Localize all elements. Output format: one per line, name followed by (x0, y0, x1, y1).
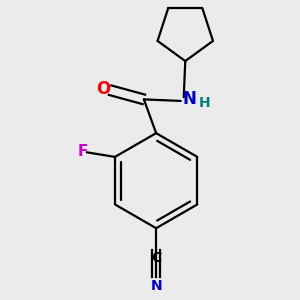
Text: N: N (150, 279, 162, 293)
Text: F: F (78, 144, 88, 159)
Text: H: H (199, 96, 210, 110)
Text: C: C (151, 251, 161, 265)
Text: O: O (96, 80, 110, 98)
Text: N: N (182, 90, 196, 108)
